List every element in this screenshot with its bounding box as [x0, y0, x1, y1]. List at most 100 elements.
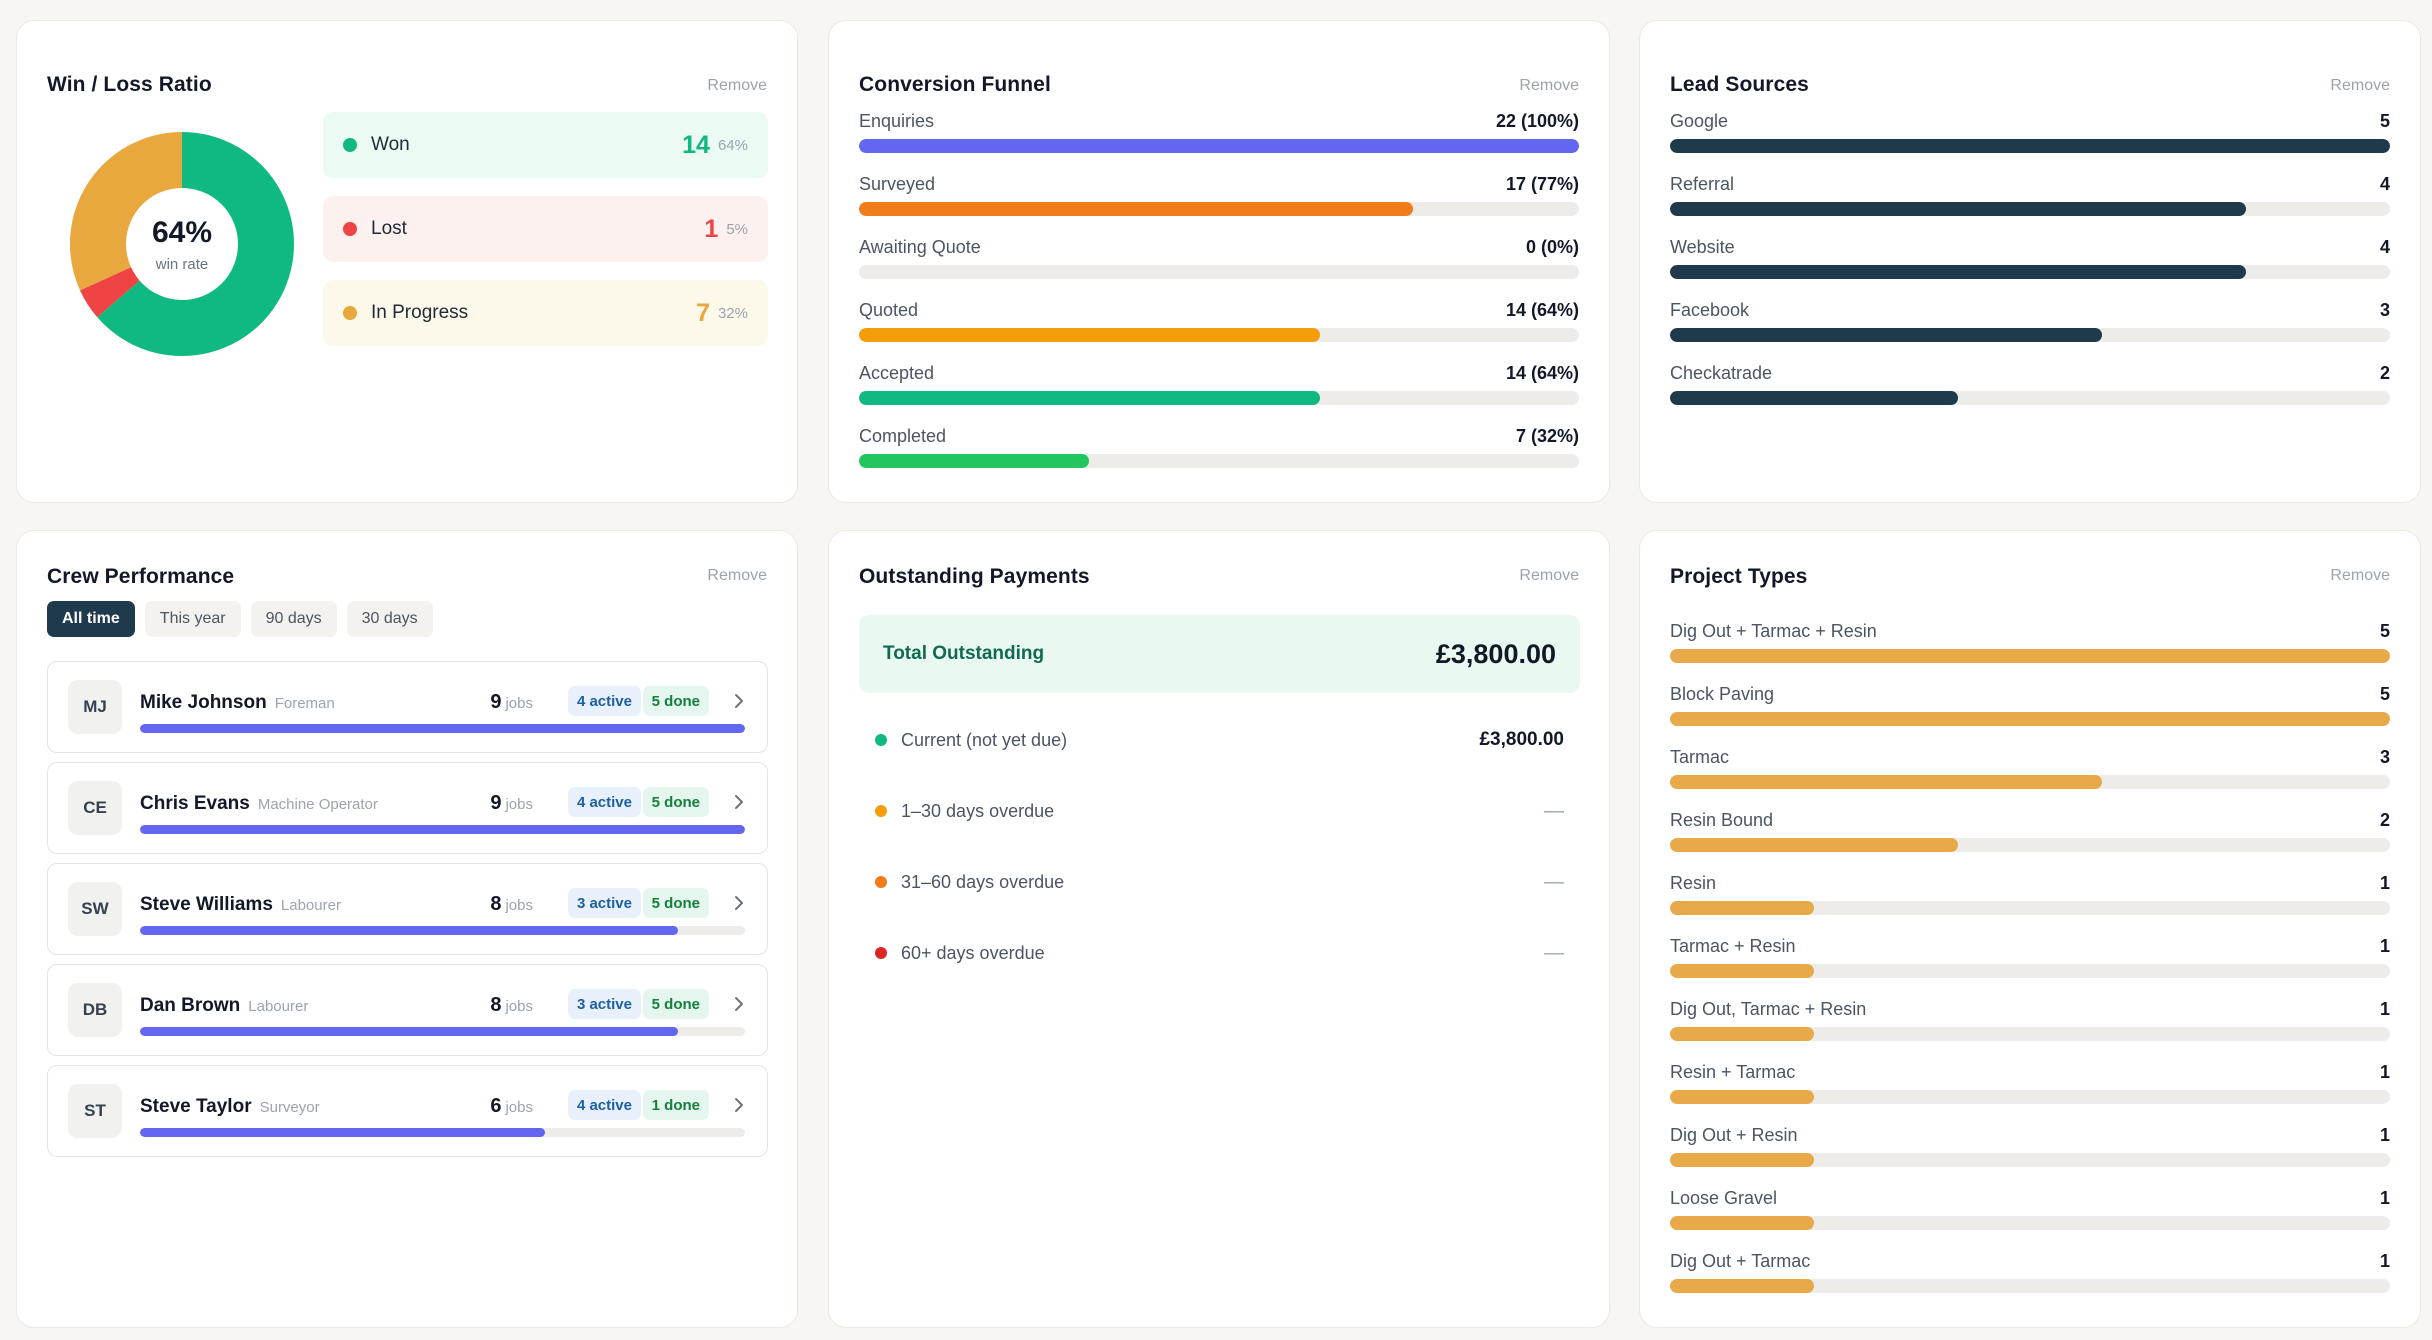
active-badge: 4 active [567, 1090, 641, 1120]
crew-progress-fill [140, 825, 745, 834]
project-type-label: Dig Out + Resin [1670, 1125, 1798, 1145]
crew-progress-fill [140, 926, 679, 935]
project-type-label: Resin [1670, 873, 1717, 893]
crew-job-count: 9 jobs [490, 691, 533, 714]
project-type-bar-fill [1670, 1027, 1814, 1041]
project-types-remove-button[interactable]: Remove [2330, 567, 2390, 584]
donut-slice-in-progress [70, 132, 294, 356]
crew-job-count: 8 jobs [490, 893, 533, 916]
active-badge: 3 active [567, 888, 641, 918]
win-loss-remove-button[interactable]: Remove [707, 77, 767, 94]
crew-member-row[interactable]: DB Dan Brown Labourer 8 jobs 3 active 5 done [47, 964, 768, 1056]
lead-source-bar-track [1670, 391, 2390, 405]
win-loss-card: Win / Loss Ratio Remove 64% win rate Won… [16, 20, 798, 503]
status-dot [875, 805, 887, 817]
funnel-row: Surveyed 17 (77%) [859, 174, 1579, 228]
funnel-row: Enquiries 22 (100%) [859, 111, 1579, 165]
win-loss-row-won: Won 14 64% [323, 112, 768, 178]
lead-source-row: Facebook 3 [1670, 300, 2390, 354]
project-type-bar-fill [1670, 964, 1814, 978]
filter-90-days[interactable]: 90 days [250, 601, 337, 637]
active-badge: 4 active [567, 686, 641, 716]
project-types-card: Project Types Remove Dig Out + Tarmac + … [1639, 530, 2421, 1328]
crew-member-row[interactable]: SW Steve Williams Labourer 8 jobs 3 active 5 d… [47, 863, 768, 955]
win-loss-row-lost: Lost 1 5% [323, 196, 768, 262]
lead-source-bar-fill [1670, 139, 2390, 153]
crew-member-role: Machine Operator [257, 796, 378, 813]
lead-source-bar-track [1670, 265, 2390, 279]
donut-chart [70, 132, 294, 356]
project-type-bar-track [1670, 1279, 2390, 1293]
win-loss-label: In Progress [371, 302, 469, 323]
status-dot [343, 138, 357, 152]
active-badge: 3 active [567, 989, 641, 1019]
funnel-bar-fill [859, 202, 1414, 216]
crew-member-role: Labourer [248, 998, 309, 1015]
funnel-label: Completed [859, 426, 947, 446]
chevron-right-icon [733, 1096, 745, 1114]
crew-remove-button[interactable]: Remove [707, 567, 767, 584]
project-types-title: Project Types [1670, 565, 1808, 588]
crew-title: Crew Performance [47, 565, 235, 588]
crew-member-role: Foreman [274, 695, 335, 712]
project-type-bar-track [1670, 964, 2390, 978]
win-loss-title: Win / Loss Ratio [47, 73, 212, 96]
funnel-row: Awaiting Quote 0 (0%) [859, 237, 1579, 291]
crew-member-row[interactable]: MJ Mike Johnson Foreman 9 jobs 4 active 5 done [47, 661, 768, 753]
funnel-bar-track [859, 202, 1579, 216]
lead-sources-card: Lead Sources Remove Google 5 Referral 4 Webs… [1639, 20, 2421, 503]
lead-source-label: Website [1670, 237, 1735, 257]
project-type-label: Resin + Tarmac [1670, 1062, 1796, 1082]
crew-member-row[interactable]: CE Chris Evans Machine Operator 9 jobs 4 acti… [47, 762, 768, 854]
payment-label: 31–60 days overdue [901, 871, 1065, 892]
filter-all-time[interactable]: All time [47, 601, 135, 637]
project-type-value: 1 [2379, 1125, 2390, 1145]
project-type-value: 1 [2379, 873, 2390, 893]
funnel-bar-fill [859, 454, 1090, 468]
crew-member-row[interactable]: ST Steve Taylor Surveyor 6 jobs 4 active 1 don… [47, 1065, 768, 1157]
project-type-row: Loose Gravel 1 [1670, 1188, 2390, 1242]
crew-member-name: Steve Williams Labourer [140, 894, 341, 916]
win-rate-value: 64% [151, 215, 213, 249]
done-badge: 5 done [642, 787, 709, 817]
win-loss-count: 7 [696, 298, 710, 327]
total-outstanding-value: £3,800.00 [1435, 638, 1556, 669]
lead-source-value: 4 [2379, 174, 2390, 194]
lead-source-value: 5 [2379, 111, 2390, 131]
funnel-label: Enquiries [859, 111, 935, 131]
funnel-value: 17 (77%) [1505, 174, 1579, 194]
crew-member-name: Mike Johnson Foreman [140, 692, 335, 714]
funnel-bar-track [859, 265, 1579, 279]
project-type-label: Resin Bound [1670, 810, 1774, 830]
crew-job-count-unit: jobs [505, 695, 533, 712]
funnel-remove-button[interactable]: Remove [1519, 77, 1579, 94]
project-type-value: 1 [2379, 1062, 2390, 1082]
chevron-right-icon [733, 793, 745, 811]
crew-filter-tabs: All time This year 90 days 30 days [47, 601, 433, 637]
project-type-row: Dig Out + Resin 1 [1670, 1125, 2390, 1179]
project-type-label: Tarmac [1670, 747, 1730, 767]
crew-progress-track [140, 724, 745, 733]
project-type-row: Resin 1 [1670, 873, 2390, 927]
payments-remove-button[interactable]: Remove [1519, 567, 1579, 584]
total-outstanding-label: Total Outstanding [883, 643, 1045, 664]
funnel-bar-track [859, 454, 1579, 468]
avatar: CE [68, 781, 122, 835]
project-type-row: Dig Out + Tarmac 1 [1670, 1251, 2390, 1305]
filter-30-days[interactable]: 30 days [346, 601, 433, 637]
win-loss-label: Lost [371, 218, 407, 239]
project-type-value: 5 [2379, 684, 2390, 704]
funnel-row: Accepted 14 (64%) [859, 363, 1579, 417]
status-dot [875, 876, 887, 888]
lead-source-label: Referral [1670, 174, 1735, 194]
project-type-label: Block Paving [1670, 684, 1775, 704]
lead-source-value: 3 [2379, 300, 2390, 320]
project-type-value: 1 [2379, 1188, 2390, 1208]
filter-this-year[interactable]: This year [144, 601, 241, 637]
project-type-bar-track [1670, 1027, 2390, 1041]
lead-sources-remove-button[interactable]: Remove [2330, 77, 2390, 94]
outstanding-payments-card: Outstanding Payments Remove Total Outsta… [828, 530, 1610, 1328]
project-type-label: Dig Out + Tarmac + Resin [1670, 621, 1877, 641]
lead-source-row: Referral 4 [1670, 174, 2390, 228]
funnel-value: 0 (0%) [1525, 237, 1579, 257]
